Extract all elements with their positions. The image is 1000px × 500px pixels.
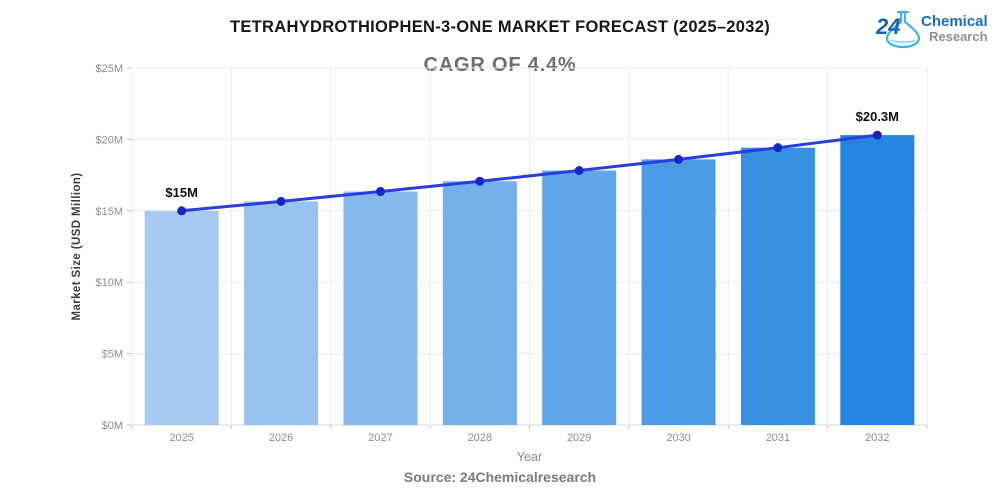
y-tick-label: $15M (95, 206, 123, 218)
logo-number: 24 (875, 14, 900, 39)
flask-icon (885, 10, 921, 49)
trend-dot-2027 (375, 187, 385, 197)
bar-2031 (740, 147, 815, 425)
x-axis-title: Year (516, 450, 543, 464)
logo: 24 Chemical Research (875, 10, 988, 49)
bar-2027 (343, 191, 418, 425)
bar-2026 (244, 201, 319, 425)
trend-dot-2029 (574, 166, 584, 176)
y-tick-label: $10M (95, 277, 123, 289)
logo-text-top: Chemical (921, 13, 988, 30)
x-tick-label: 2029 (567, 432, 591, 444)
trend-dot-2030 (674, 154, 684, 164)
y-tick-label: $5M (102, 349, 123, 361)
x-tick-label: 2028 (468, 432, 492, 444)
logo-text-bottom: Research (929, 29, 988, 44)
bar-2028 (442, 181, 517, 425)
trend-dot-2028 (475, 176, 485, 186)
trend-dot-2032 (872, 130, 882, 140)
data-label-2025: $15M (165, 185, 198, 200)
chart-subtitle: CAGR OF 4.4% (423, 54, 577, 76)
trend-line (180, 133, 879, 213)
bar-2025 (144, 210, 219, 425)
x-tick-label: 2030 (666, 432, 690, 444)
x-tick-label: 2027 (368, 432, 392, 444)
trend-dot-2026 (276, 196, 286, 206)
data-label-2032: $20.3M (856, 109, 899, 124)
trend-dot-2025 (177, 206, 187, 216)
bar-2030 (641, 159, 716, 425)
trend-dot-2031 (773, 143, 783, 153)
y-axis-title: Market Size (USD Million) (71, 172, 83, 320)
source-caption: Source: 24Chemicalresearch (403, 469, 597, 485)
x-tick-label: 2032 (865, 432, 889, 444)
chart-title: TETRAHYDROTHIOPHEN-3-ONE MARKET FORECAST… (229, 18, 770, 36)
x-tick-label: 2031 (766, 432, 790, 444)
y-tick-label: $20M (95, 134, 123, 146)
x-tick-label: 2026 (269, 432, 293, 444)
bar-2029 (542, 170, 617, 425)
x-tick-label: 2025 (169, 432, 193, 444)
bar-2032 (840, 135, 915, 425)
y-tick-label: $0M (102, 420, 123, 432)
y-tick-label: $25M (95, 63, 123, 75)
